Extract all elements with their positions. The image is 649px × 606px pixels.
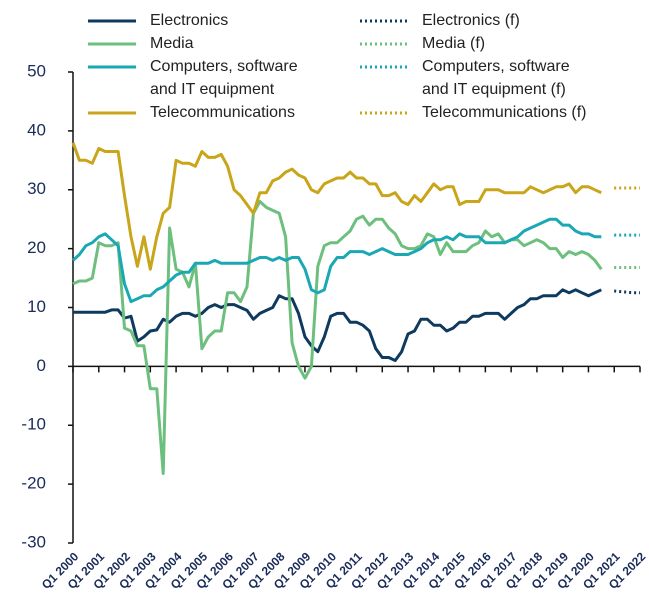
series-line <box>71 142 602 271</box>
series-line <box>71 217 602 304</box>
y-tick-label: -20 <box>21 474 46 493</box>
y-tick-label: 20 <box>27 238 46 257</box>
series-line <box>614 289 640 295</box>
legend-label: Computers, software and IT equipment <box>150 58 298 98</box>
legend-label: Electronics <box>150 12 228 29</box>
legend-label: Telecommunications (f) <box>422 104 587 121</box>
y-tick-label: 0 <box>37 356 46 375</box>
legend-label: Computers, software and IT equipment (f) <box>422 58 570 98</box>
series-line <box>72 200 603 475</box>
y-tick-label: 10 <box>27 297 46 316</box>
y-tick-label: 50 <box>27 61 46 80</box>
y-tick-label: -30 <box>21 532 46 551</box>
y-tick-label: 30 <box>27 179 46 198</box>
legend-label: Media <box>150 35 194 52</box>
y-tick-label: 40 <box>27 120 46 139</box>
legend-label: Media (f) <box>422 35 485 52</box>
legend-label: Electronics (f) <box>422 12 520 29</box>
series-line <box>73 288 602 362</box>
legend-label: Telecommunications <box>150 104 295 121</box>
y-tick-label: -10 <box>21 415 46 434</box>
